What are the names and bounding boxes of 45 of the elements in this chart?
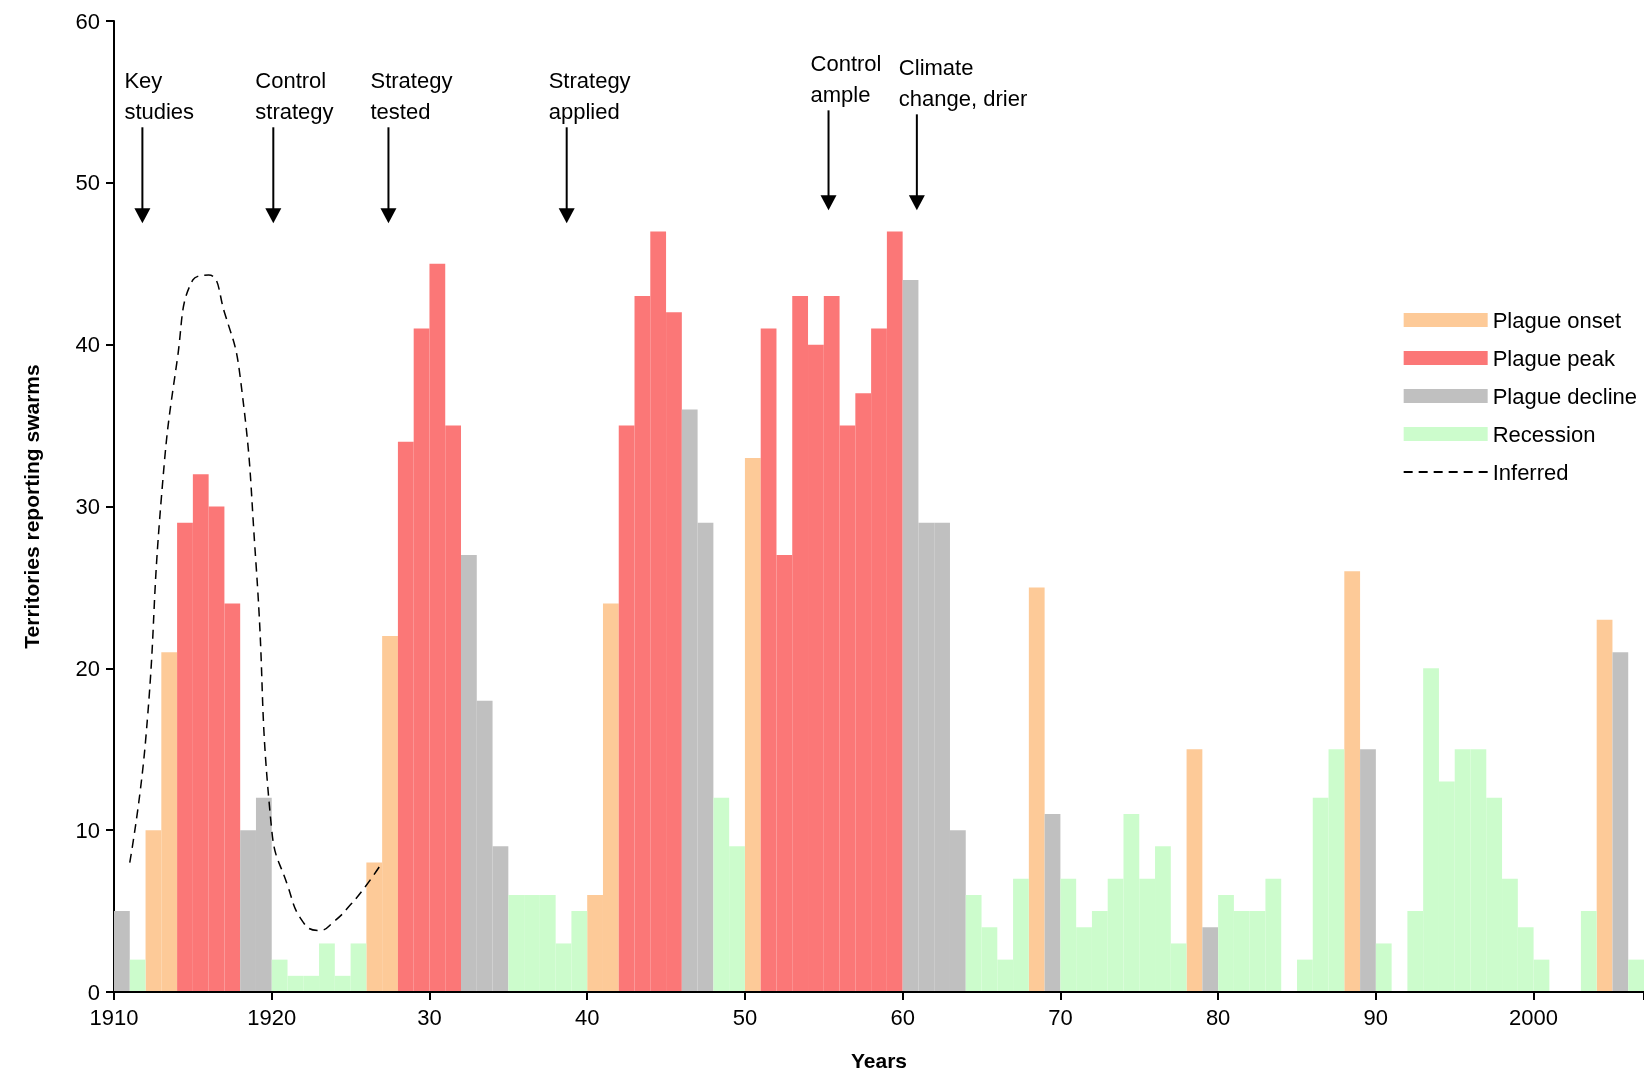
bar [1596, 619, 1613, 992]
bar [1044, 813, 1061, 992]
y-tick-label: 50 [75, 170, 100, 196]
annotation: Strategy applied [548, 68, 631, 125]
legend-label: Plague peak [1492, 345, 1616, 371]
annotation: Control strategy [255, 68, 334, 125]
bar [129, 959, 146, 992]
bar [114, 911, 130, 992]
bar [1375, 943, 1392, 992]
bar [1186, 749, 1203, 992]
y-tick-label: 0 [87, 979, 100, 1005]
annotation: Key studies [124, 68, 195, 125]
legend-label: Recession [1492, 421, 1596, 447]
x-tick-label: 40 [574, 1004, 600, 1030]
bar [744, 457, 761, 992]
x-tick-label: 60 [890, 1004, 915, 1030]
x-tick-label: 80 [1205, 1004, 1231, 1030]
y-tick-label: 10 [75, 817, 100, 843]
x-tick-label: 1920 [247, 1004, 297, 1030]
bar [1612, 652, 1629, 992]
legend-label: Plague decline [1492, 383, 1638, 409]
bar [1344, 571, 1361, 992]
x-tick-label: 30 [417, 1004, 442, 1030]
y-axis-title: Territories reporting swarms [20, 364, 43, 649]
bar [1628, 959, 1644, 992]
x-tick-label: 2000 [1509, 1004, 1559, 1030]
bar [1580, 911, 1597, 992]
bar [1360, 749, 1376, 992]
annotation: Climate change, drier [898, 55, 1028, 112]
x-tick-label: 70 [1048, 1004, 1073, 1030]
bar [1202, 927, 1219, 992]
legend-label: Inferred [1492, 459, 1569, 485]
y-tick-label: 60 [75, 8, 100, 34]
bar [1028, 587, 1045, 992]
x-axis-title: Years [850, 1049, 908, 1072]
line-series [129, 274, 383, 932]
annotation: Control ample [810, 51, 882, 108]
y-tick-label: 40 [75, 332, 100, 358]
y-tick-label: 20 [75, 655, 100, 681]
x-tick-label: 90 [1363, 1004, 1389, 1030]
legend-label: Plague onset [1492, 307, 1622, 333]
annotation: Strategy tested [370, 68, 453, 125]
y-tick-label: 30 [75, 494, 100, 519]
x-tick-label: 1910 [89, 1004, 139, 1030]
x-tick-label: 50 [732, 1004, 758, 1030]
